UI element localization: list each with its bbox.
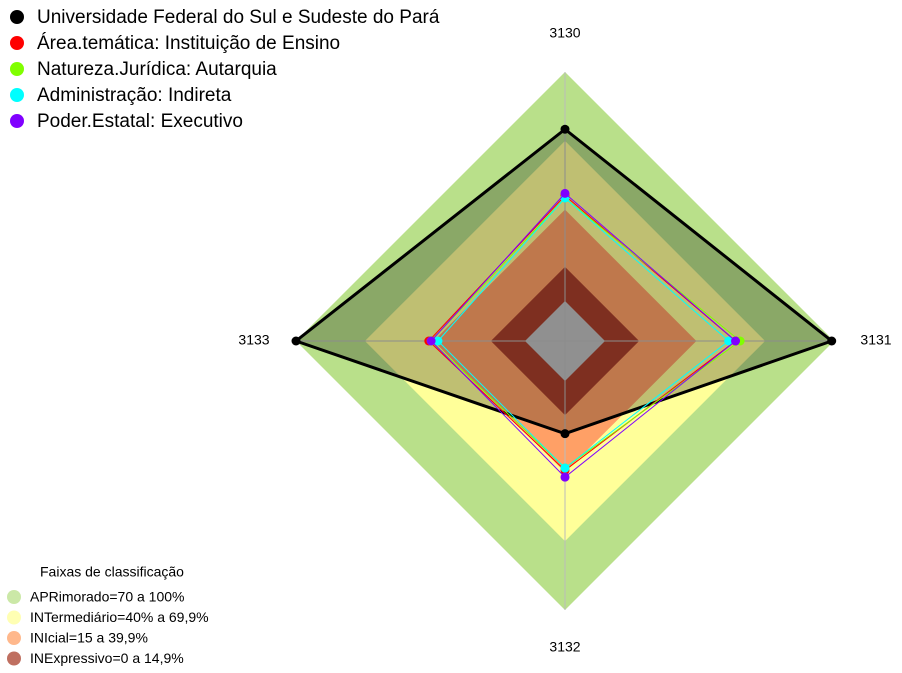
legend-label: Poder.Estatal: Executivo bbox=[37, 111, 243, 132]
legend-label: Área.temática: Instituição de Ensino bbox=[37, 33, 340, 54]
series-point bbox=[560, 124, 570, 134]
axis-label: 3133 bbox=[238, 332, 269, 348]
axis-label: 3130 bbox=[549, 25, 580, 41]
legend-marker bbox=[10, 88, 24, 102]
series-point bbox=[560, 472, 570, 482]
series-point bbox=[560, 429, 570, 439]
band-legend-label: INTermediário=40% a 69,9% bbox=[30, 609, 209, 625]
band-legend-marker bbox=[7, 651, 21, 666]
series-point bbox=[827, 336, 837, 346]
series-point bbox=[731, 336, 741, 346]
series-point bbox=[724, 336, 734, 346]
legend-label: Natureza.Jurídica: Autarquia bbox=[37, 59, 277, 80]
legend-marker bbox=[10, 36, 24, 50]
series-point bbox=[291, 336, 301, 346]
legend-marker bbox=[10, 62, 24, 76]
series-point bbox=[433, 336, 443, 346]
series-point bbox=[426, 336, 436, 346]
series-point bbox=[560, 463, 570, 473]
band-legend-marker bbox=[7, 610, 21, 625]
bands-title: Faixas de classificação bbox=[40, 564, 184, 580]
band-legend-marker bbox=[7, 631, 21, 645]
legend-label: Universidade Federal do Sul e Sudeste do… bbox=[37, 7, 440, 28]
band-legend-label: APRimorado=70 a 100% bbox=[30, 589, 185, 605]
series-point bbox=[560, 188, 570, 198]
legend-marker bbox=[10, 10, 24, 24]
axis-label: 3132 bbox=[549, 639, 580, 655]
legend-marker bbox=[10, 114, 24, 128]
band-legend-label: INExpressivo=0 a 14,9% bbox=[30, 650, 184, 666]
axis-label: 3131 bbox=[860, 332, 891, 348]
band-legend-label: INIcial=15 a 39,9% bbox=[30, 630, 148, 646]
band-legend-marker bbox=[7, 590, 21, 604]
legend-label: Administração: Indireta bbox=[37, 85, 232, 106]
